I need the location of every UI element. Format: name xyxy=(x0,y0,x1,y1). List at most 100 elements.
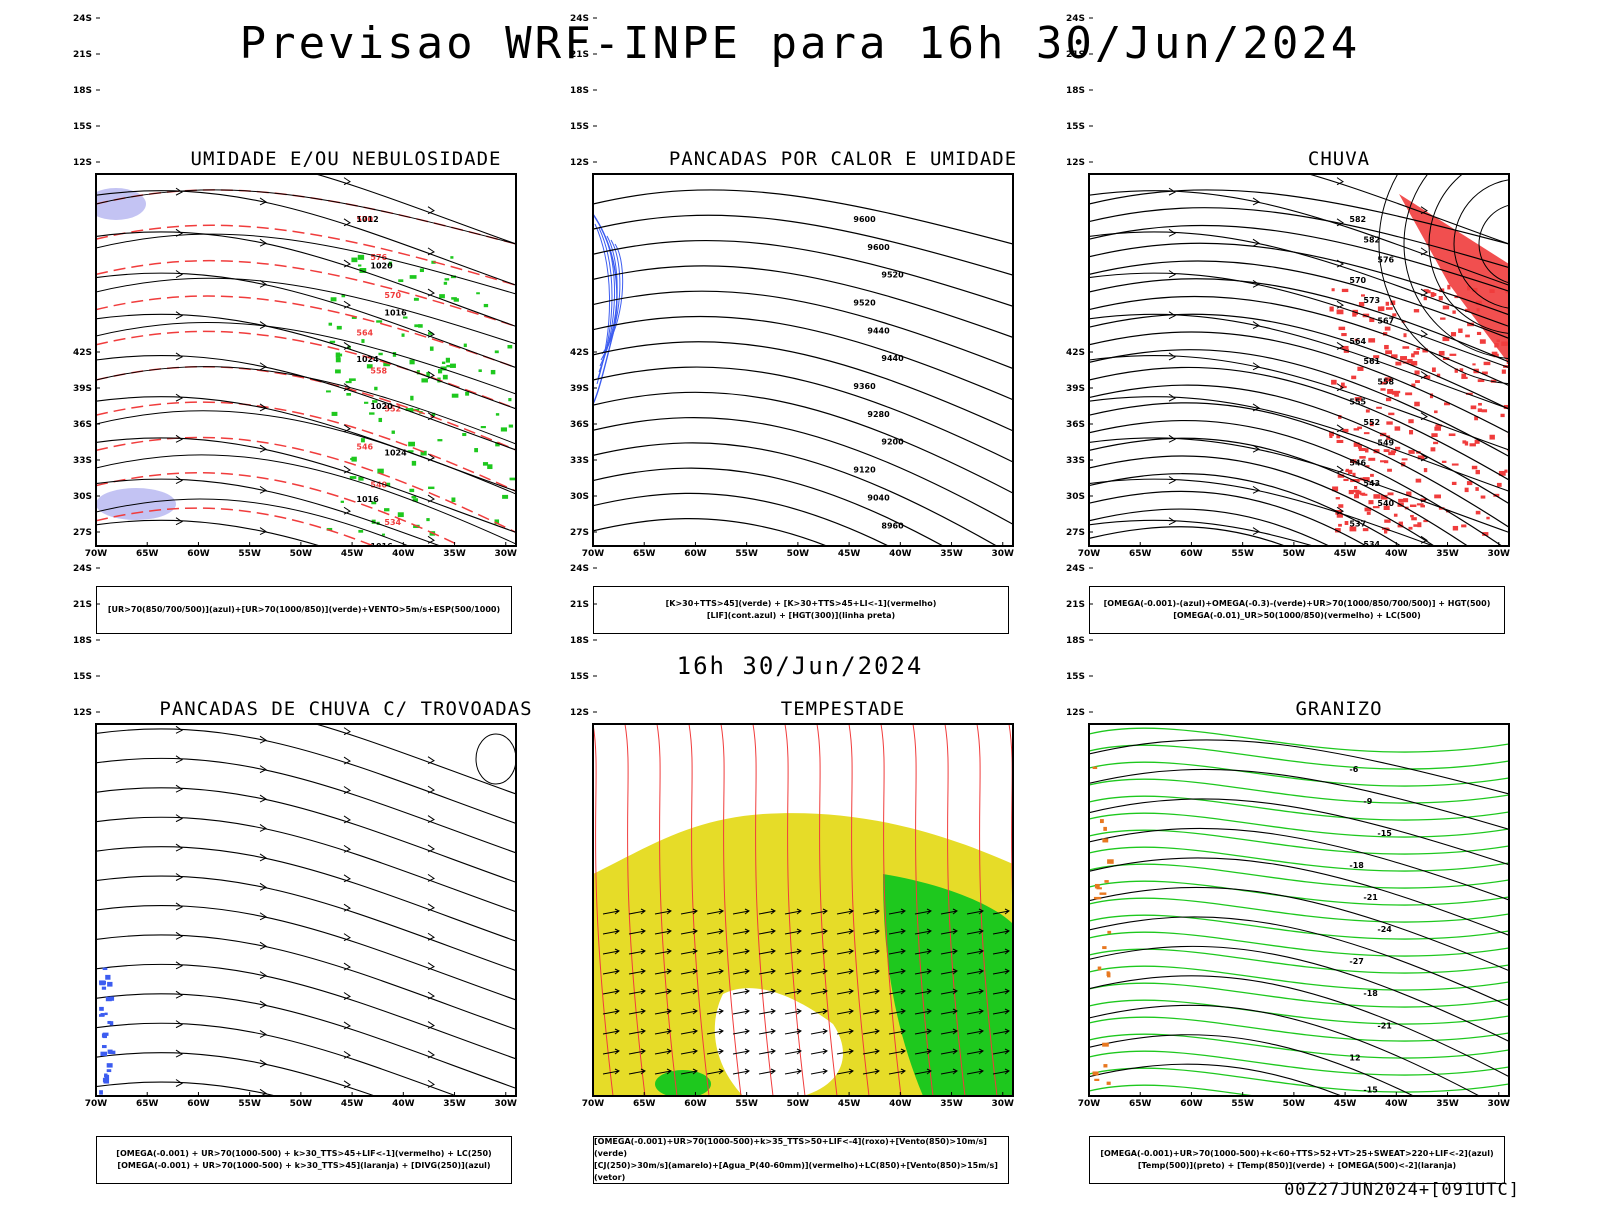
stream-arrow xyxy=(259,824,267,832)
stream-arrow xyxy=(427,329,435,338)
wind-vector xyxy=(940,908,958,915)
lc850-streamline xyxy=(848,724,870,1096)
divergence-blue-patch xyxy=(106,1069,112,1073)
streamline xyxy=(96,313,516,410)
pressure-contour xyxy=(96,366,516,445)
humidity-green-patch xyxy=(340,500,344,503)
wind-vector xyxy=(784,1028,802,1035)
wind-vector xyxy=(680,948,698,955)
divergence-blue-patch xyxy=(103,1078,110,1084)
humidity-green-patch xyxy=(482,462,489,466)
wind-vector xyxy=(862,1048,880,1055)
ytick-label: 33S xyxy=(1066,456,1085,466)
ytick-label: 33S xyxy=(73,456,92,466)
rain-red-patch xyxy=(1373,355,1380,359)
divergence-blue-patch xyxy=(109,1021,114,1026)
hgt500-contour xyxy=(1089,242,1509,316)
wind-vector xyxy=(888,988,906,995)
streamline xyxy=(96,993,516,1089)
map-layers xyxy=(593,724,1013,1096)
map-plot: 12S 15S 18S 21S 24S 27S 30S 33S 36S 39S 42S 70W 65W 6… xyxy=(570,348,1014,1109)
pressure-center-contour xyxy=(1403,174,1509,360)
stream-arrow xyxy=(1252,238,1260,247)
hgt300-contour xyxy=(593,341,1013,432)
wind-vector xyxy=(966,988,984,995)
hgt300-contour xyxy=(593,416,1013,525)
stream-arrow xyxy=(175,755,183,764)
wind-vector xyxy=(784,1008,802,1015)
humidity-green-patch xyxy=(359,268,367,273)
wind-vector xyxy=(732,1048,750,1055)
hgt300-contour xyxy=(593,265,1013,338)
wind-vector xyxy=(758,1008,776,1015)
stream-arrow xyxy=(343,786,351,794)
rain-red-patch xyxy=(1368,500,1374,505)
rain-red-patch xyxy=(1385,350,1393,355)
xtick-label: 40W xyxy=(889,1099,912,1109)
wind-vector xyxy=(784,1068,802,1075)
legend-line: [OMEGA(-0.01)_UR>50(1000/850)(vermelho) … xyxy=(1173,611,1421,620)
wind-vector xyxy=(940,928,958,935)
wind-vector xyxy=(654,908,672,915)
stream-arrow xyxy=(259,941,267,950)
contour-label: 543 xyxy=(1363,479,1380,488)
panel-title: PANCADAS POR CALOR E UMIDADE xyxy=(668,148,1018,170)
stream-arrow xyxy=(259,321,267,330)
map-plot: 5825825765705735675645615585555525495465… xyxy=(1066,14,1510,559)
rain-red-patch xyxy=(1424,375,1431,380)
contour-label: 570 xyxy=(1349,276,1366,285)
wind-vector xyxy=(706,1008,724,1015)
contour-label: 9200 xyxy=(881,438,904,447)
political-border xyxy=(196,96,268,110)
rain-red-patch xyxy=(1441,460,1447,463)
stream-arrow xyxy=(427,873,435,882)
streamline xyxy=(96,728,516,824)
ytick-label: 12S xyxy=(570,708,589,718)
stream-arrow xyxy=(1252,527,1260,536)
xtick-label: 70W xyxy=(582,549,605,559)
ytick-label: 18S xyxy=(1066,636,1085,646)
divergence-blue-patch xyxy=(102,1032,109,1036)
lc850-streamline xyxy=(784,724,806,1096)
rain-red-patch xyxy=(1336,309,1344,315)
contour-label: -9 xyxy=(1363,797,1372,806)
humidity-green-patch xyxy=(413,297,419,301)
contour-label: 1020 xyxy=(370,402,393,411)
contour-label: 549 xyxy=(1377,438,1394,447)
humidity-green-patch xyxy=(378,352,383,356)
stream-arrow xyxy=(427,494,435,503)
legend-line: [UR>70(850/700/500)](azul)+[UR>70(1000/8… xyxy=(107,605,501,614)
wind-vector xyxy=(680,1048,698,1055)
rain-red-patch xyxy=(1338,523,1342,527)
legend-line: [OMEGA(-0.001) + UR>70(1000-500) + k>30_… xyxy=(116,1149,492,1158)
thickness-contour xyxy=(96,330,516,410)
humidity-green-patch xyxy=(397,512,404,518)
humidity-green-patch xyxy=(412,498,419,502)
stream-arrow xyxy=(1336,465,1344,474)
omega-orange-patch xyxy=(1103,826,1107,831)
humidity-green-patch xyxy=(347,345,351,350)
rain-red-patch xyxy=(1451,463,1459,466)
wind-vector xyxy=(810,928,828,935)
lc850-streamline xyxy=(720,724,742,1096)
map-layers xyxy=(96,724,516,1096)
wind-vector xyxy=(940,948,958,955)
xtick-label: 55W xyxy=(735,1099,758,1109)
stream-arrow xyxy=(427,844,435,853)
rain-red-patch xyxy=(1493,353,1499,358)
rain-red-patch xyxy=(1358,301,1365,307)
temp850-contour xyxy=(1089,982,1509,1008)
contour-label: 9520 xyxy=(881,271,904,280)
rain-red-patch xyxy=(1357,426,1363,430)
humidity-green-patch xyxy=(388,261,393,266)
rain-red-patch xyxy=(1469,443,1476,447)
wind-vector xyxy=(888,948,906,955)
ytick-label: 24S xyxy=(73,14,92,24)
pressure-center-contour xyxy=(1453,179,1509,309)
rain-red-patch xyxy=(1472,287,1478,292)
wind-vector xyxy=(706,948,724,955)
omega-orange-patch xyxy=(1107,972,1111,978)
humidity-green-patch xyxy=(437,439,443,442)
humidity-green-patch xyxy=(358,476,364,481)
rain-red-patch xyxy=(1387,492,1394,496)
